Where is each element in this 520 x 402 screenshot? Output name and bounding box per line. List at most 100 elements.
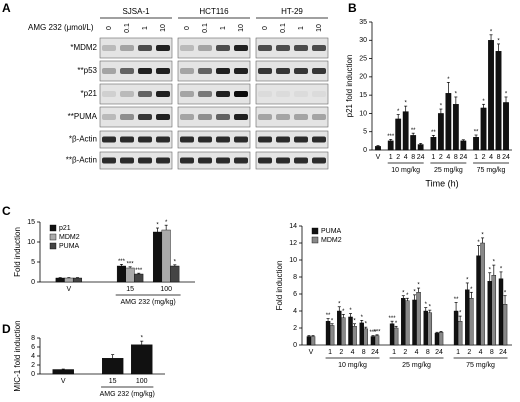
significance-label: * — [406, 293, 409, 299]
x-tick-label: 4 — [404, 154, 408, 161]
x-tick-label: 1 — [328, 349, 332, 356]
dose-tick-label: 0.1 — [124, 23, 131, 33]
bar — [465, 289, 470, 346]
x-tick-label: 1 — [392, 349, 396, 356]
blot-band — [258, 114, 272, 120]
blot-band — [294, 45, 308, 51]
blot-band — [198, 136, 212, 143]
bar — [430, 136, 437, 151]
significance-label: * — [361, 315, 364, 321]
blot-strip — [99, 106, 173, 128]
significance-label: * — [481, 232, 484, 238]
dose-tick-label: 0 — [262, 26, 269, 30]
y-tick-label: 8 — [293, 274, 297, 281]
x-tick-label: 4 — [415, 349, 419, 356]
dose-tick-label: 1 — [298, 26, 305, 30]
bar — [480, 107, 487, 151]
bar — [161, 229, 171, 283]
blot-band — [102, 91, 116, 97]
group-label: 25 mg/kg — [402, 362, 431, 369]
bar — [393, 327, 399, 346]
blot-band — [294, 114, 308, 120]
bar — [72, 277, 83, 283]
x-tick-label: V — [61, 378, 66, 385]
blot-band — [198, 114, 212, 120]
blot-row-label: **PUMA — [68, 112, 98, 121]
bar — [363, 328, 369, 346]
x-tick-label: 24 — [502, 154, 510, 161]
bar — [402, 111, 409, 151]
bar — [427, 312, 433, 346]
blot-strip — [255, 60, 329, 82]
blot-band — [156, 157, 170, 164]
blot-strip — [255, 83, 329, 105]
bar — [131, 344, 153, 375]
significance-label: * — [397, 109, 400, 115]
x-tick-label: 8 — [411, 154, 415, 161]
significance-label: * — [470, 287, 473, 293]
blot-strip — [177, 60, 251, 82]
blot-band — [276, 114, 290, 120]
bar — [134, 273, 144, 283]
x-tick-label: 15 — [109, 378, 117, 385]
x-tick-label: 8 — [454, 154, 458, 161]
significance-label: * — [331, 318, 334, 324]
bar — [423, 310, 428, 346]
bar — [152, 231, 163, 283]
blot-band — [198, 45, 212, 51]
significance-label: ** — [474, 130, 479, 136]
significance-label: * — [490, 29, 493, 35]
group-label: 25 mg/kg — [434, 167, 463, 174]
significance-label: * — [141, 336, 144, 342]
blot-band — [120, 68, 134, 74]
blot-band — [198, 157, 212, 164]
x-tick-label: V — [309, 349, 314, 356]
significance-label: *** — [369, 330, 377, 336]
x-tick-label: 1 — [474, 154, 478, 161]
bar — [410, 135, 417, 151]
blot-band — [198, 91, 212, 97]
blot-band — [234, 136, 248, 143]
bar — [473, 136, 479, 151]
y-tick-label: 0 — [31, 371, 35, 378]
significance-label: * — [500, 266, 503, 272]
y-tick-label: 12 — [289, 240, 297, 247]
bar — [469, 298, 474, 346]
blot-band — [312, 157, 326, 164]
bar — [306, 336, 312, 346]
bar — [375, 146, 381, 151]
blot-band — [156, 45, 170, 51]
group-label: AMG 232 (mg/kg) — [121, 299, 176, 306]
bar — [55, 277, 65, 283]
y-tick-label: 20 — [359, 74, 367, 81]
x-tick-label: 1 — [431, 154, 435, 161]
blot-strip — [99, 151, 173, 170]
blot-band — [276, 68, 290, 74]
blot-strip — [177, 106, 251, 128]
x-tick-label: 1 — [456, 349, 460, 356]
blot-band — [216, 157, 230, 164]
dose-tick-label: 0 — [184, 26, 191, 30]
x-tick-label: V — [376, 154, 381, 161]
blot-band — [102, 114, 116, 120]
significance-label: * — [156, 223, 159, 229]
significance-label: * — [365, 322, 368, 328]
significance-label: *** — [389, 316, 397, 322]
bar — [457, 321, 463, 346]
dose-tick-label: 0 — [106, 26, 113, 30]
x-tick-label: 24 — [459, 154, 467, 161]
blot-band — [276, 136, 290, 143]
blot-strip — [99, 83, 173, 105]
significance-label: *** — [135, 268, 143, 274]
significance-label: * — [405, 101, 408, 107]
significance-label: * — [413, 289, 416, 295]
blot-strip — [99, 37, 173, 59]
x-axis-label: Time (h) — [425, 178, 458, 188]
blot-band — [102, 136, 116, 143]
blot-band — [138, 45, 152, 51]
bar — [116, 265, 126, 283]
blot-band — [312, 68, 326, 74]
bar — [374, 335, 380, 346]
blot-strip — [177, 130, 251, 149]
blot-band — [234, 114, 248, 120]
